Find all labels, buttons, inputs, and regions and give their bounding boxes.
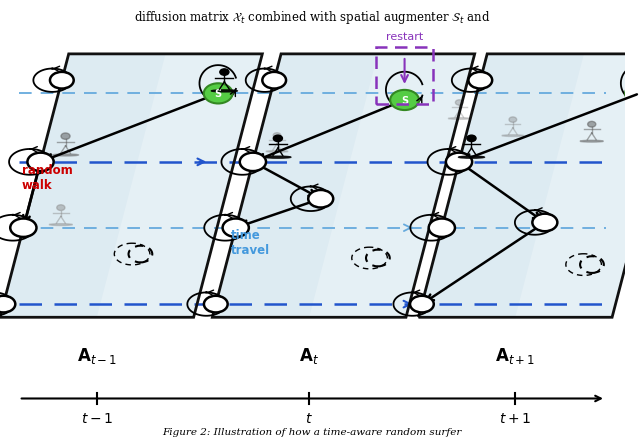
Text: $t-1$: $t-1$ — [81, 411, 113, 425]
Text: $\mathbf{A}_{t+1}$: $\mathbf{A}_{t+1}$ — [495, 345, 536, 365]
Circle shape — [273, 134, 281, 139]
Bar — [376, 48, 433, 105]
Polygon shape — [212, 55, 475, 318]
Ellipse shape — [502, 135, 524, 137]
Ellipse shape — [49, 224, 72, 226]
Circle shape — [429, 219, 455, 237]
Circle shape — [509, 118, 516, 123]
Circle shape — [57, 205, 65, 211]
Text: $\mathbf{A}_{t-1}$: $\mathbf{A}_{t-1}$ — [77, 345, 117, 365]
Text: $t$: $t$ — [305, 411, 313, 425]
Circle shape — [10, 219, 36, 237]
Circle shape — [204, 296, 228, 313]
Ellipse shape — [265, 157, 291, 159]
Ellipse shape — [448, 118, 470, 120]
Circle shape — [28, 153, 54, 172]
Circle shape — [446, 153, 472, 172]
Circle shape — [467, 136, 476, 142]
Circle shape — [410, 296, 434, 313]
Text: restart: restart — [386, 32, 423, 42]
Ellipse shape — [266, 151, 288, 153]
Polygon shape — [419, 55, 640, 318]
Ellipse shape — [580, 141, 604, 143]
Circle shape — [455, 101, 463, 106]
Text: random
walk: random walk — [22, 164, 72, 192]
Text: Figure 2: Illustration of how a time-aware random surfer: Figure 2: Illustration of how a time-awa… — [163, 427, 462, 436]
Circle shape — [0, 296, 15, 313]
Circle shape — [390, 91, 419, 111]
Circle shape — [588, 122, 596, 128]
Circle shape — [240, 153, 266, 172]
Circle shape — [220, 70, 229, 76]
Circle shape — [50, 73, 74, 89]
Circle shape — [262, 73, 286, 89]
Text: time
travel: time travel — [231, 229, 270, 257]
Circle shape — [532, 214, 557, 232]
Polygon shape — [0, 55, 262, 318]
Ellipse shape — [52, 155, 79, 157]
Circle shape — [308, 191, 333, 208]
Polygon shape — [515, 55, 640, 318]
Text: $t+1$: $t+1$ — [499, 411, 531, 425]
Text: S: S — [636, 89, 640, 99]
Circle shape — [468, 73, 492, 89]
Ellipse shape — [211, 91, 237, 93]
Text: S: S — [214, 89, 221, 99]
Text: diffusion matrix $\mathcal{X}_t$ combined with spatial augmenter $\mathcal{S}_t$: diffusion matrix $\mathcal{X}_t$ combine… — [134, 9, 490, 26]
Ellipse shape — [458, 157, 484, 159]
Polygon shape — [97, 55, 262, 318]
Text: S: S — [401, 96, 408, 106]
Circle shape — [61, 134, 70, 140]
Circle shape — [625, 84, 640, 104]
Circle shape — [223, 219, 249, 237]
Circle shape — [273, 136, 282, 142]
Polygon shape — [309, 55, 475, 318]
Circle shape — [204, 84, 232, 104]
Text: $\mathbf{A}_{t}$: $\mathbf{A}_{t}$ — [299, 345, 319, 365]
